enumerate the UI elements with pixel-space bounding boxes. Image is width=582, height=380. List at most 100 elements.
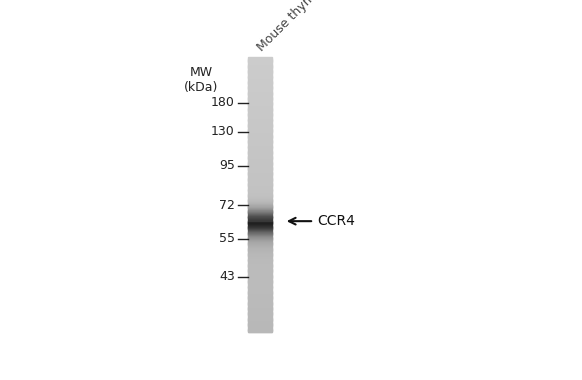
Bar bbox=[248, 145, 272, 146]
Bar bbox=[248, 147, 272, 148]
Bar bbox=[248, 101, 272, 102]
Bar bbox=[248, 319, 272, 320]
Bar bbox=[248, 289, 272, 290]
Bar bbox=[248, 307, 272, 308]
Bar bbox=[248, 283, 272, 284]
Bar bbox=[248, 201, 272, 202]
Bar bbox=[248, 235, 272, 236]
Bar bbox=[248, 127, 272, 128]
Bar bbox=[248, 161, 272, 162]
Bar bbox=[248, 146, 272, 147]
Bar bbox=[248, 212, 272, 213]
Bar bbox=[248, 247, 272, 248]
Bar bbox=[248, 305, 272, 306]
Bar bbox=[248, 262, 272, 263]
Bar bbox=[248, 218, 272, 219]
Bar bbox=[248, 244, 272, 245]
Bar bbox=[248, 239, 272, 240]
Bar bbox=[248, 60, 272, 61]
Bar bbox=[248, 302, 272, 303]
Bar bbox=[248, 58, 272, 59]
Bar bbox=[248, 195, 272, 196]
Bar bbox=[248, 285, 272, 286]
Bar bbox=[248, 227, 272, 228]
Bar bbox=[248, 281, 272, 282]
Bar bbox=[248, 143, 272, 144]
Bar bbox=[248, 259, 272, 260]
Bar bbox=[248, 179, 272, 180]
Bar bbox=[248, 241, 272, 242]
Bar bbox=[248, 189, 272, 190]
Bar bbox=[248, 269, 272, 270]
Bar bbox=[248, 284, 272, 285]
Bar bbox=[248, 153, 272, 154]
Bar bbox=[248, 64, 272, 65]
Bar bbox=[248, 118, 272, 119]
Bar bbox=[248, 218, 272, 219]
Bar bbox=[248, 123, 272, 124]
Bar bbox=[248, 163, 272, 164]
Bar bbox=[248, 129, 272, 130]
Bar bbox=[248, 173, 272, 174]
Bar bbox=[248, 142, 272, 143]
Bar bbox=[248, 319, 272, 320]
Bar bbox=[248, 90, 272, 91]
Bar bbox=[248, 304, 272, 306]
Bar bbox=[248, 178, 272, 179]
Bar bbox=[248, 74, 272, 76]
Bar bbox=[248, 314, 272, 315]
Bar bbox=[248, 100, 272, 101]
Bar bbox=[248, 128, 272, 129]
Text: 55: 55 bbox=[219, 232, 235, 245]
Bar bbox=[248, 134, 272, 135]
Bar bbox=[248, 263, 272, 264]
Bar bbox=[248, 294, 272, 295]
Bar bbox=[248, 193, 272, 194]
Bar bbox=[248, 70, 272, 71]
Bar bbox=[248, 208, 272, 209]
Bar bbox=[248, 82, 272, 83]
Bar bbox=[248, 168, 272, 169]
Bar bbox=[248, 210, 272, 211]
Bar bbox=[248, 181, 272, 182]
Bar bbox=[248, 242, 272, 243]
Bar bbox=[248, 185, 272, 186]
Bar bbox=[248, 287, 272, 288]
Bar bbox=[248, 81, 272, 82]
Bar bbox=[248, 137, 272, 138]
Bar bbox=[248, 219, 272, 220]
Bar bbox=[248, 155, 272, 156]
Bar bbox=[248, 234, 272, 235]
Bar bbox=[248, 167, 272, 168]
Bar bbox=[248, 97, 272, 98]
Bar bbox=[248, 82, 272, 83]
Bar bbox=[248, 239, 272, 240]
Bar bbox=[248, 278, 272, 279]
Bar bbox=[248, 243, 272, 244]
Bar bbox=[248, 198, 272, 199]
Bar bbox=[248, 163, 272, 164]
Bar bbox=[248, 283, 272, 284]
Bar bbox=[248, 254, 272, 255]
Bar bbox=[248, 286, 272, 287]
Bar bbox=[248, 183, 272, 184]
Bar bbox=[248, 121, 272, 122]
Bar bbox=[248, 108, 272, 109]
Bar bbox=[248, 232, 272, 233]
Bar bbox=[248, 280, 272, 281]
Bar bbox=[248, 169, 272, 170]
Bar bbox=[248, 173, 272, 174]
Bar bbox=[248, 282, 272, 283]
Bar bbox=[248, 267, 272, 268]
Bar bbox=[248, 232, 272, 233]
Bar bbox=[248, 129, 272, 130]
Bar bbox=[248, 80, 272, 81]
Bar bbox=[248, 115, 272, 116]
Bar bbox=[248, 205, 272, 206]
Bar bbox=[248, 323, 272, 324]
Bar bbox=[248, 214, 272, 215]
Bar bbox=[248, 318, 272, 319]
Bar bbox=[248, 92, 272, 93]
Bar bbox=[248, 152, 272, 153]
Bar bbox=[248, 233, 272, 234]
